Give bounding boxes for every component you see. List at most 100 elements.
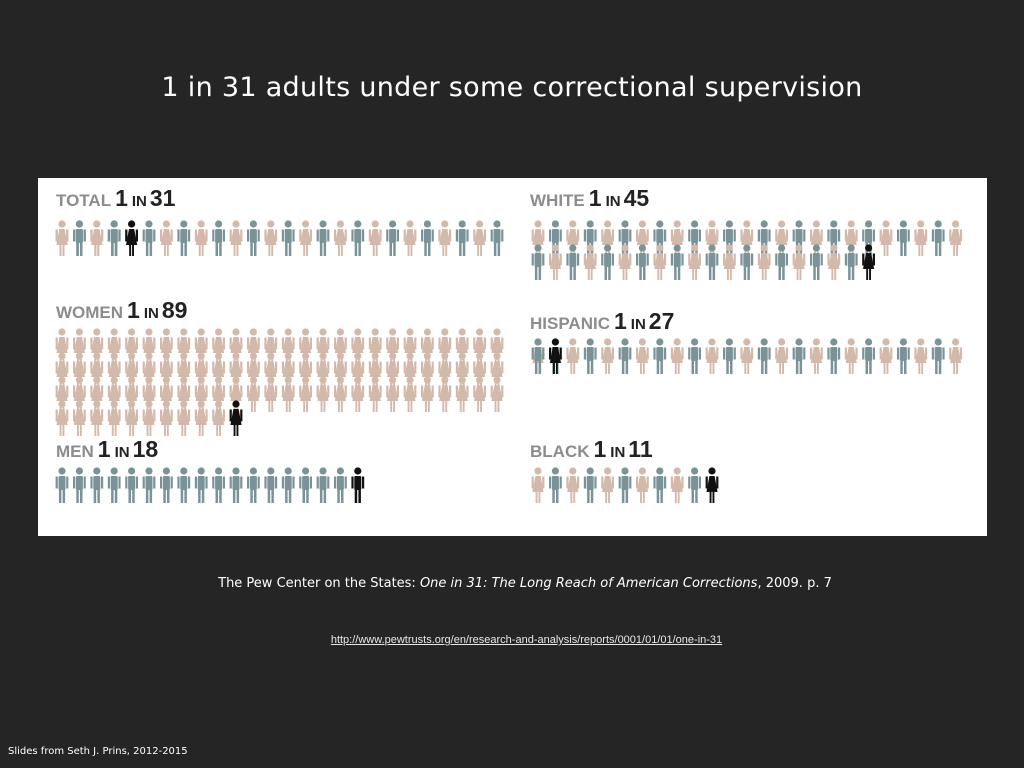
person-figure (810, 220, 823, 256)
person-figure (705, 244, 719, 280)
person-figure (160, 467, 173, 503)
person-figure (264, 376, 278, 412)
person-figure (160, 220, 173, 256)
group-ratio-in: IN (606, 193, 621, 210)
person-figure (723, 338, 736, 374)
group-ratio-one: 1 (594, 436, 607, 462)
highlighted-person-figure (862, 244, 875, 280)
person-figure (653, 338, 667, 374)
person-figure (421, 220, 434, 256)
person-figure (566, 467, 580, 503)
person-figure (618, 467, 632, 503)
group-name: HISPANIC (530, 314, 610, 333)
group-ratio-n: 31 (150, 185, 176, 211)
group-name: BLACK (530, 442, 590, 461)
person-figure (455, 220, 469, 256)
highlighted-person-figure (351, 467, 365, 503)
person-figure (757, 244, 771, 280)
person-figure (55, 467, 69, 503)
person-figure (636, 338, 649, 374)
person-figure (827, 338, 841, 374)
person-figure (914, 338, 928, 374)
group-ratio-one: 1 (614, 308, 627, 334)
group-name: WOMEN (56, 303, 123, 322)
group-ratio-one: 1 (127, 297, 140, 323)
person-figure (490, 220, 504, 256)
person-figure (914, 220, 928, 256)
group-ratio-n: 45 (624, 185, 650, 211)
group-label-total: TOTAL 1 IN 31 (56, 185, 176, 211)
person-figure (421, 376, 434, 412)
group-ratio-in: IN (610, 444, 625, 461)
group-ratio-n: 11 (628, 436, 653, 462)
person-figure (281, 220, 295, 256)
person-figure (212, 400, 225, 436)
person-figure (142, 400, 156, 436)
group-label-black: BLACK 1 IN 11 (530, 436, 653, 462)
citation-title: One in 31: The Long Reach of American Co… (419, 576, 758, 591)
person-figure (316, 220, 330, 256)
person-figure (827, 244, 841, 280)
person-figure (566, 338, 580, 374)
person-figure (247, 220, 260, 256)
person-figure (931, 338, 945, 374)
person-figure (351, 376, 365, 412)
person-figure (844, 244, 858, 280)
person-figure (334, 467, 347, 503)
person-figure (705, 338, 719, 374)
person-figure (55, 220, 69, 256)
person-figure (334, 376, 347, 412)
person-figure (316, 328, 330, 364)
person-figure (688, 338, 701, 374)
person-figure (107, 220, 121, 256)
person-figure (107, 467, 121, 503)
group-name: MEN (56, 442, 94, 461)
person-figure (473, 376, 486, 412)
person-figure (583, 244, 597, 280)
person-figure (194, 467, 208, 503)
person-figure (949, 220, 962, 256)
group-name: WHITE (530, 191, 585, 210)
person-figure (810, 338, 823, 374)
person-figure (531, 467, 545, 503)
person-figure (194, 400, 208, 436)
citation-prefix: The Pew Center on the States: (218, 576, 420, 591)
person-figure (142, 220, 156, 256)
group-label-men: MEN 1 IN 18 (56, 436, 158, 462)
person-figure (618, 244, 632, 280)
person-figure (670, 338, 684, 374)
group-ratio-in: IN (144, 305, 159, 322)
group-ratio-n: 89 (162, 297, 188, 323)
person-figure (247, 467, 260, 503)
person-figure (740, 244, 754, 280)
person-figure (403, 220, 417, 256)
person-figure (549, 244, 562, 280)
person-figure (792, 244, 806, 280)
person-figure (368, 220, 382, 256)
person-figure (212, 467, 225, 503)
person-figure (636, 467, 649, 503)
group-ratio-one: 1 (589, 185, 602, 211)
citation-suffix: , 2009. p. 7 (757, 576, 832, 591)
person-figure (897, 220, 910, 256)
group-ratio-in: IN (631, 316, 646, 333)
person-figure (583, 338, 597, 374)
source-url-link[interactable]: http://www.pewtrusts.org/en/research-and… (330, 634, 723, 646)
person-figure (670, 467, 684, 503)
person-figure (229, 467, 243, 503)
person-figure (73, 400, 86, 436)
person-figure (455, 376, 469, 412)
person-figure (490, 376, 504, 412)
slide-title: 1 in 31 adults under some correctional s… (161, 72, 863, 103)
person-figure (386, 352, 399, 388)
person-figure (90, 467, 104, 503)
group-ratio-n: 27 (649, 308, 675, 334)
person-figure (653, 467, 667, 503)
person-figure (403, 376, 417, 412)
person-figure (281, 467, 295, 503)
person-figure (247, 376, 260, 412)
person-figure (792, 338, 806, 374)
pictogram-panel: TOTAL 1 IN 31 WOMEN 1 IN 89 MEN 1 IN 18 WHITE 1 IN 45 HI… (38, 178, 987, 536)
person-figure (316, 376, 330, 412)
person-figure (316, 467, 330, 503)
